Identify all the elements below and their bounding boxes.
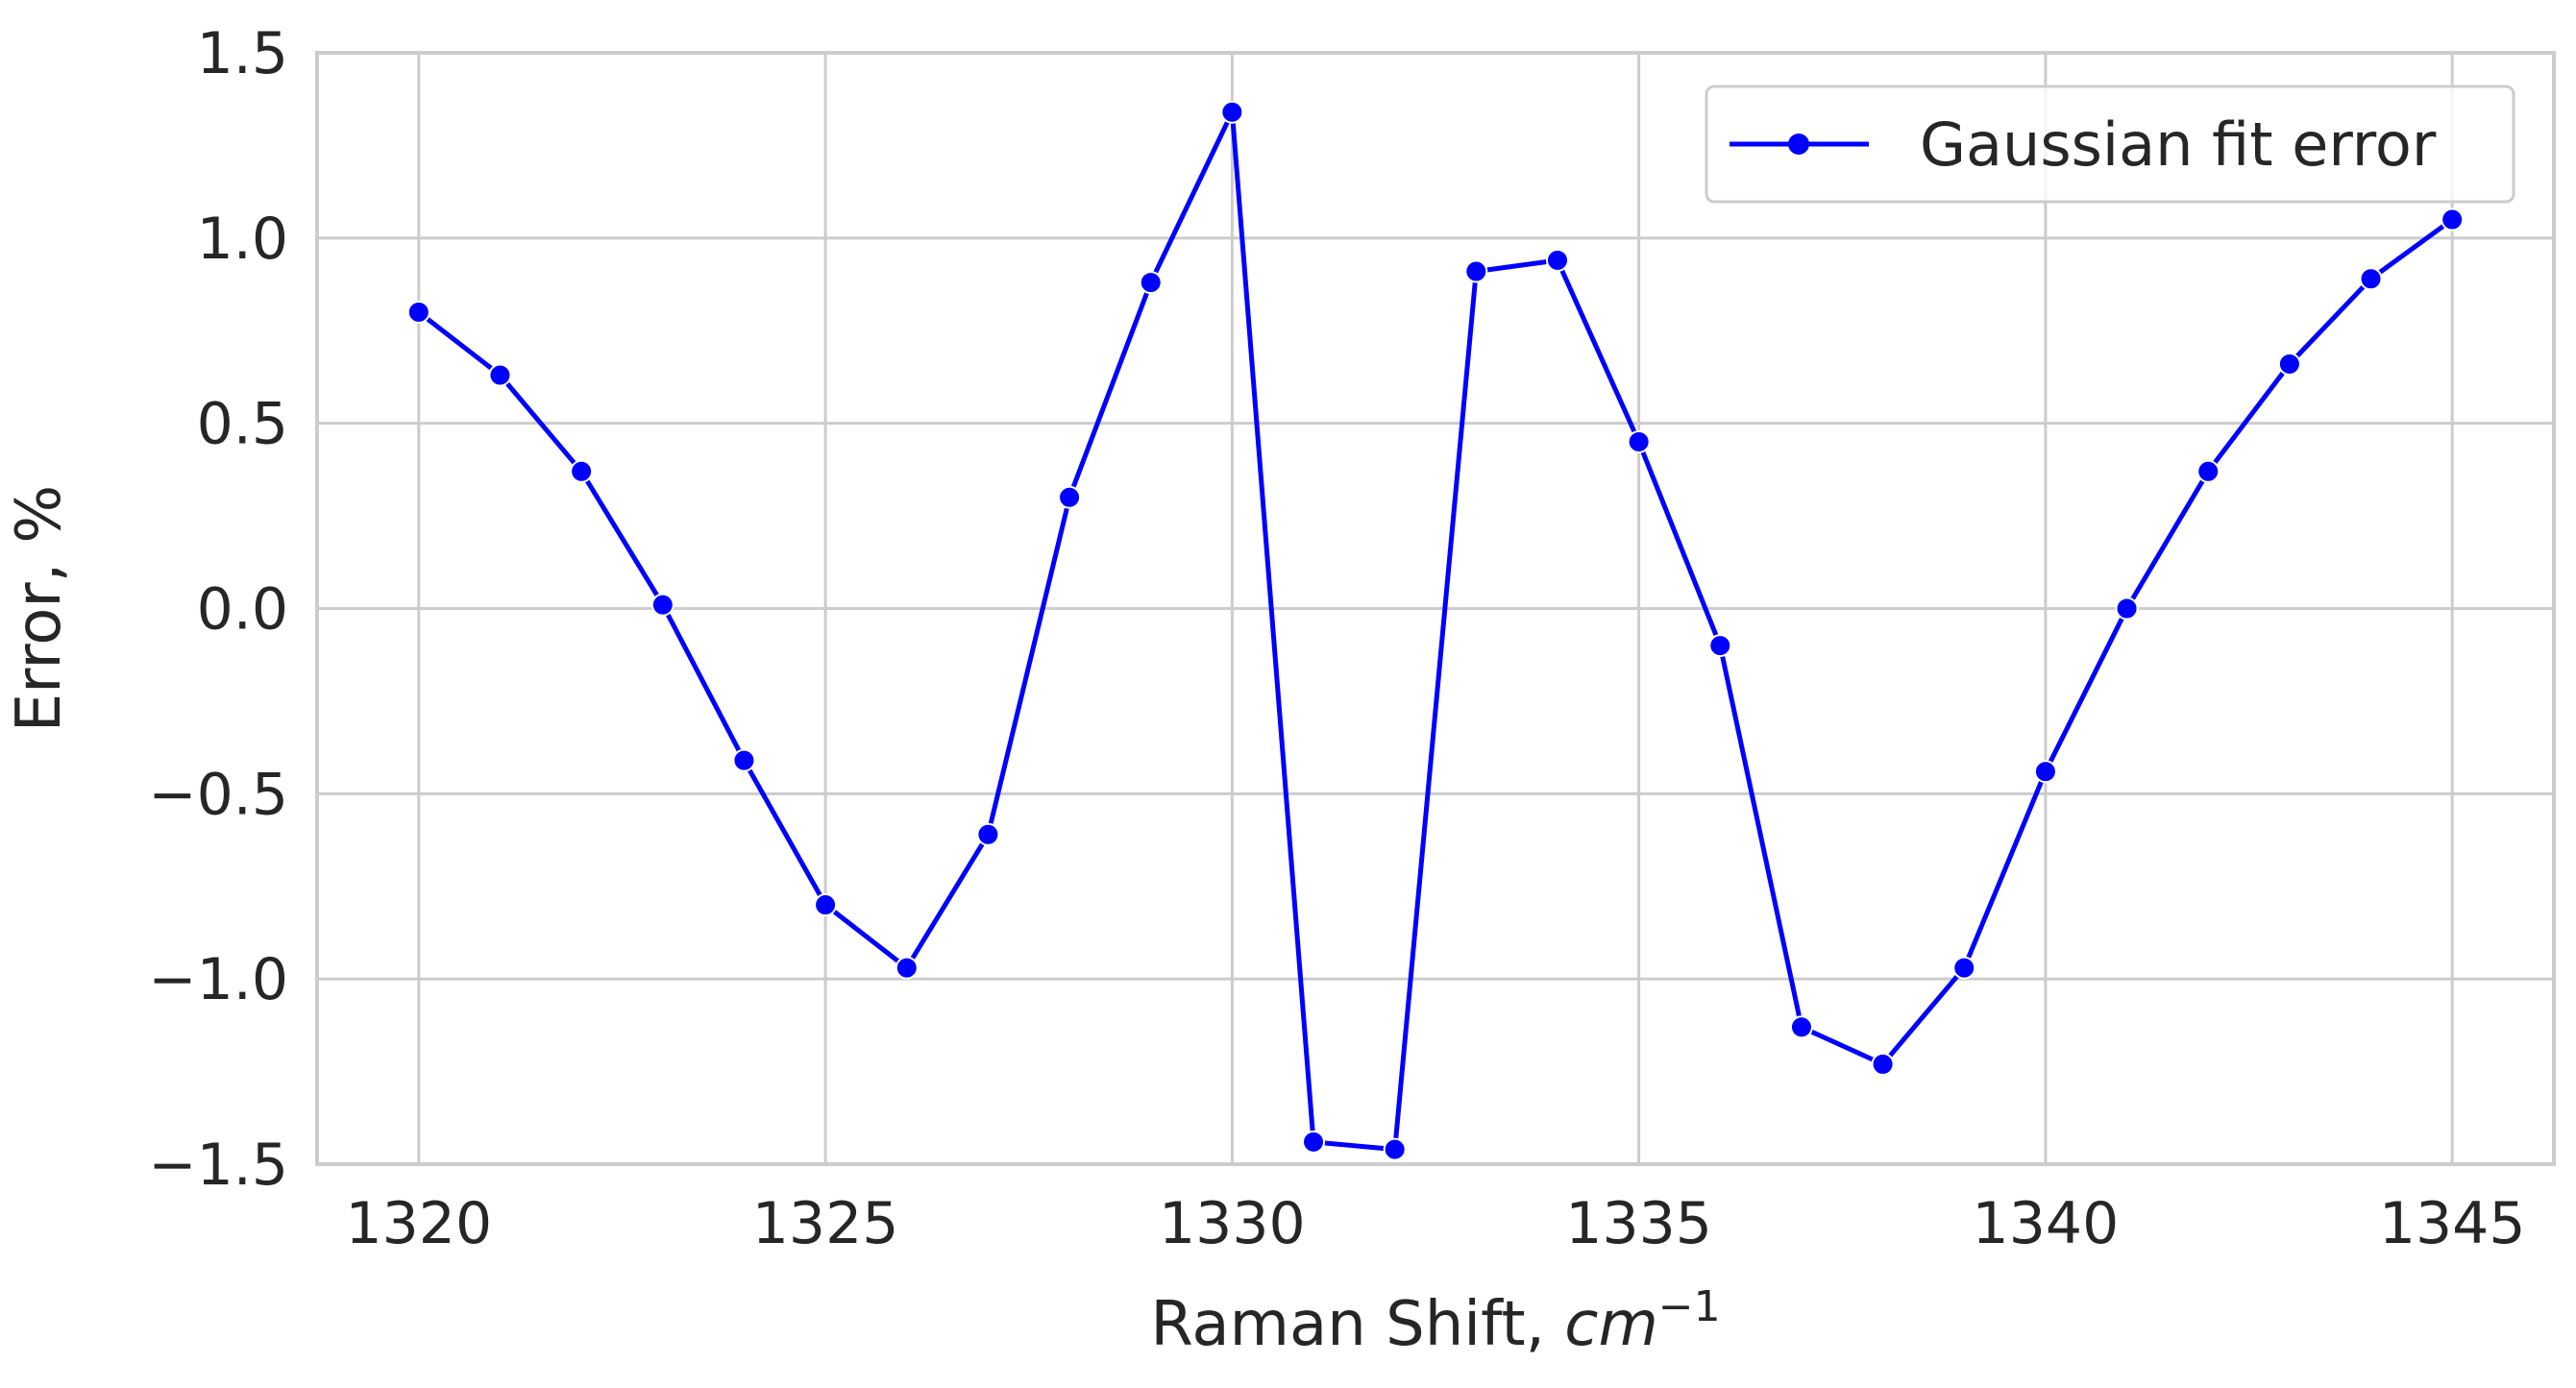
x-tick-label: 1320 [345,1190,492,1257]
series-line [417,110,2454,1153]
y-tick-label: −0.5 [148,761,288,828]
data-point [2441,207,2465,231]
y-tick-label: 1.0 [197,206,288,273]
data-point [1058,485,1082,509]
data-point [1545,248,1569,272]
y-tick-labels: 1.5 1.0 0.5 0.0 −0.5 −1.0 −1.5 [148,20,288,1199]
legend: Gaussian fit error [1705,85,2515,204]
data-point [976,822,1000,846]
y-tick-label: −1.0 [148,946,288,1013]
y-tick-label: −1.5 [148,1132,288,1199]
legend-box [1705,85,2515,204]
data-point [1708,634,1732,658]
data-point [814,893,838,917]
x-tick-labels: 1320 1325 1330 1335 1340 1345 [345,1190,2525,1257]
data-point [1464,259,1488,283]
x-tick-label: 1330 [1159,1190,1306,1257]
data-point [2115,597,2139,621]
x-tick-label: 1340 [1973,1190,2120,1257]
y-tick-label: 1.5 [197,20,288,87]
legend-marker-sample [1788,134,1809,155]
data-point [1627,429,1651,453]
series-layer [406,100,2465,1161]
y-tick-label: 0.5 [197,391,288,458]
data-point [1302,1130,1326,1154]
data-point [650,593,675,617]
data-point [570,459,594,483]
data-point [2359,267,2383,291]
data-point [1789,1015,1813,1039]
x-tick-label: 1325 [752,1190,899,1257]
y-tick-label: 0.0 [197,576,288,644]
x-axis-label-exponent: −1 [1658,1282,1721,1331]
x-axis-label-unit: cm [1564,1289,1658,1360]
data-point [2277,352,2301,376]
x-tick-label: 1345 [2379,1190,2526,1257]
data-point [2196,459,2220,483]
x-axis-label-text: Raman Shift, [1150,1289,1564,1360]
data-point [406,300,430,324]
x-axis-label: Raman Shift, cm−1 [1150,1282,1720,1361]
data-point [1383,1137,1407,1161]
y-axis-label: Error, % [4,485,75,733]
data-point [1220,100,1244,124]
data-point [1871,1052,1895,1076]
data-point [732,748,756,772]
plot-frame [315,51,2556,1166]
data-point [1952,956,1976,980]
data-point [2033,760,2057,784]
data-point [895,956,919,980]
legend-series-label: Gaussian fit error [1920,110,2437,180]
data-point [1139,271,1163,295]
data-point [488,363,512,387]
x-tick-label: 1335 [1565,1190,1712,1257]
